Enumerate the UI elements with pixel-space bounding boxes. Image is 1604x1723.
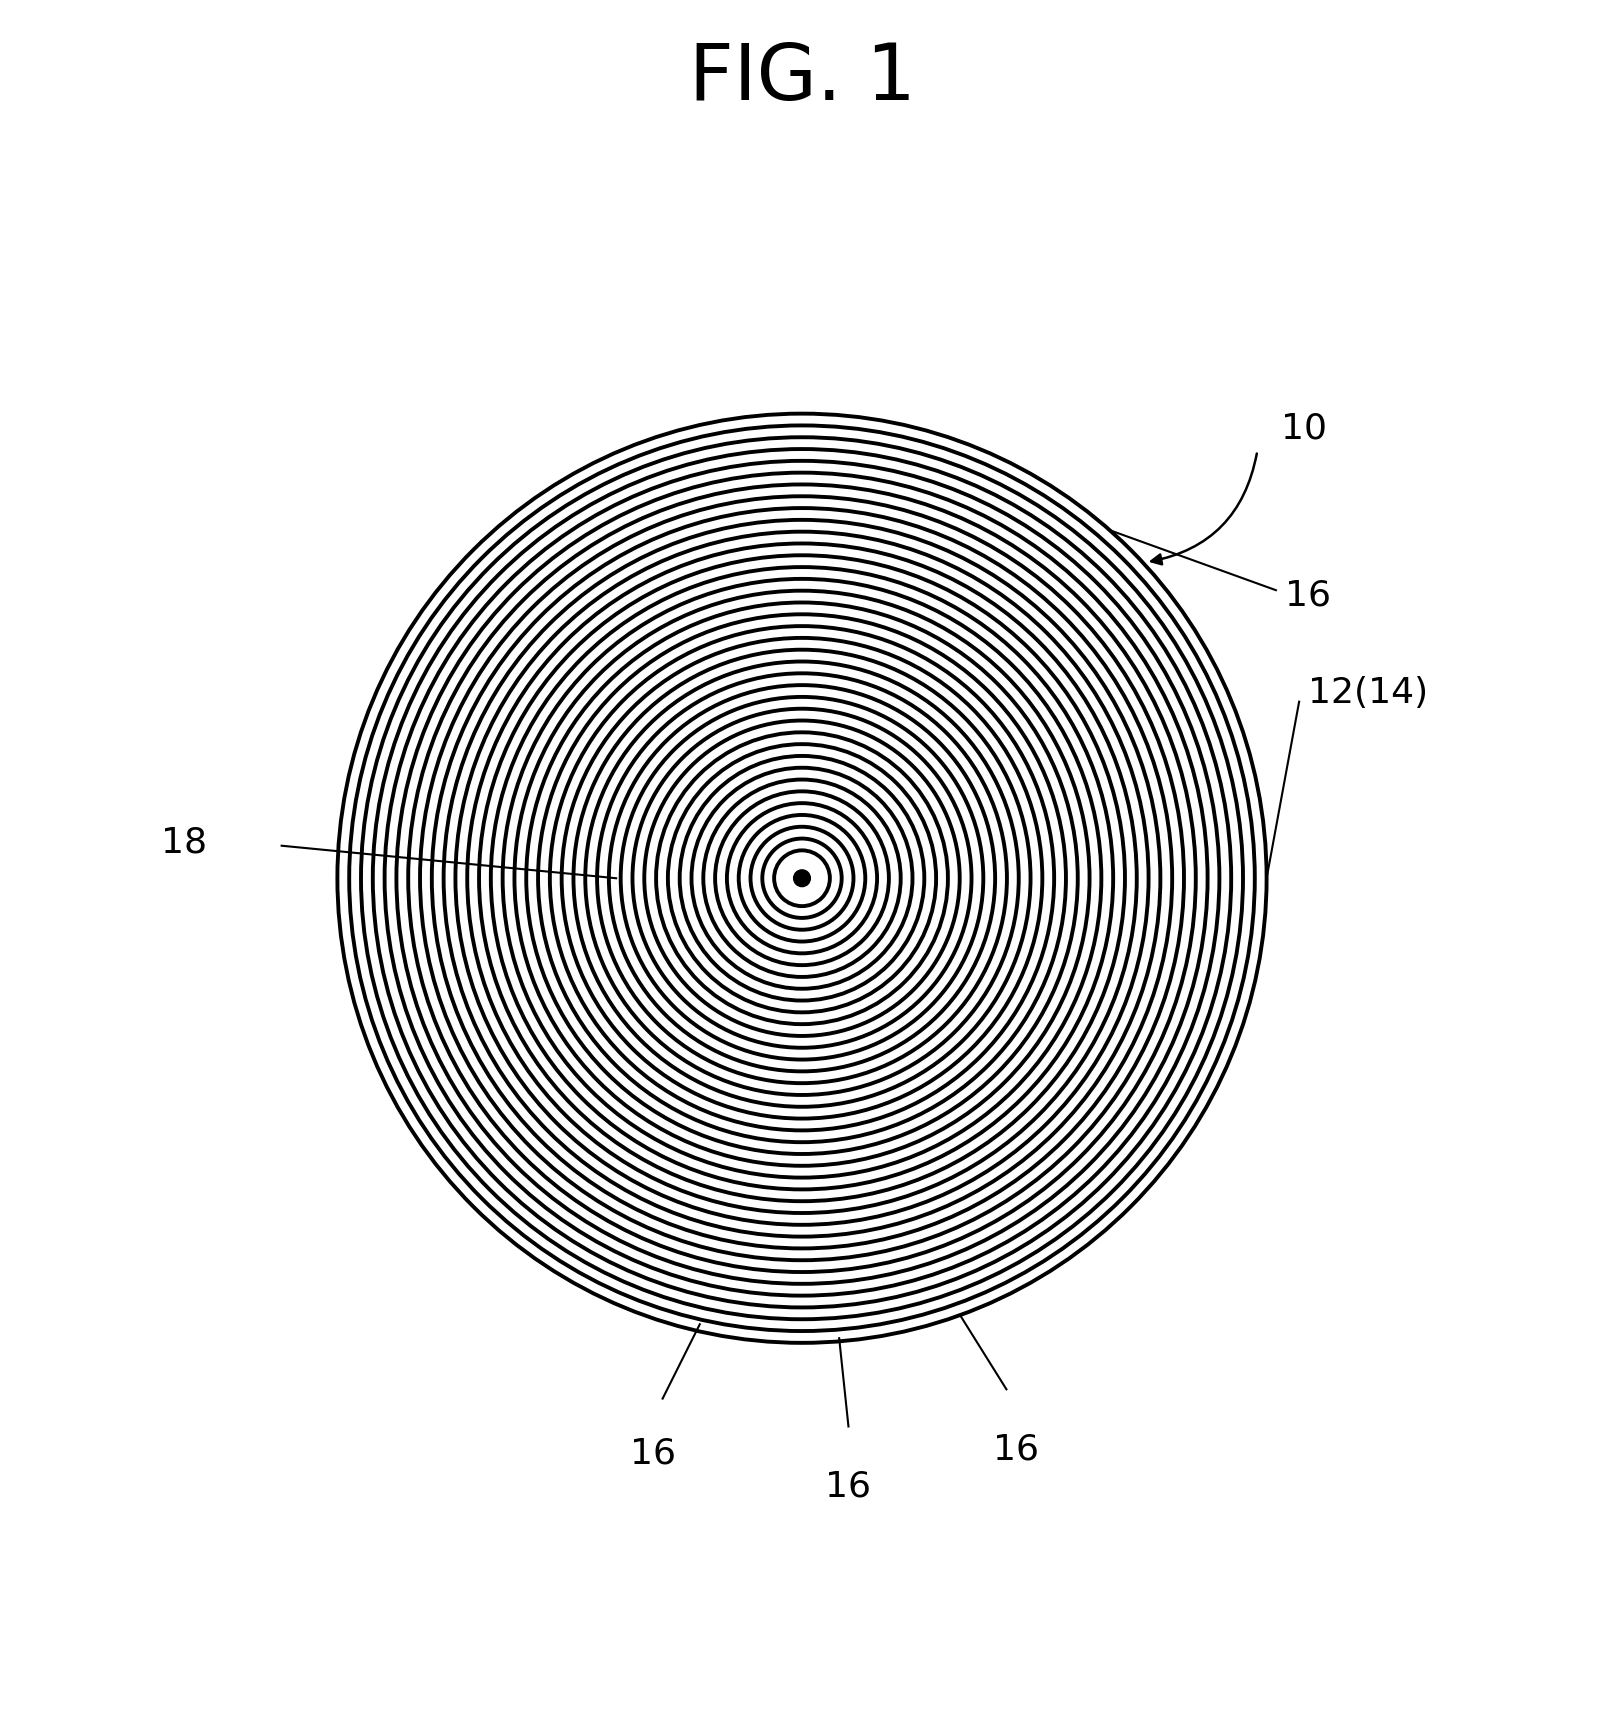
Text: 10: 10 — [1280, 412, 1327, 445]
Text: 18: 18 — [160, 825, 207, 858]
Text: 16: 16 — [826, 1468, 871, 1502]
Circle shape — [794, 870, 810, 887]
Text: 16: 16 — [1285, 579, 1331, 612]
Text: FIG. 1: FIG. 1 — [688, 40, 916, 115]
Text: 12(14): 12(14) — [1309, 675, 1429, 710]
Text: 16: 16 — [993, 1432, 1039, 1465]
Text: 16: 16 — [630, 1435, 677, 1470]
